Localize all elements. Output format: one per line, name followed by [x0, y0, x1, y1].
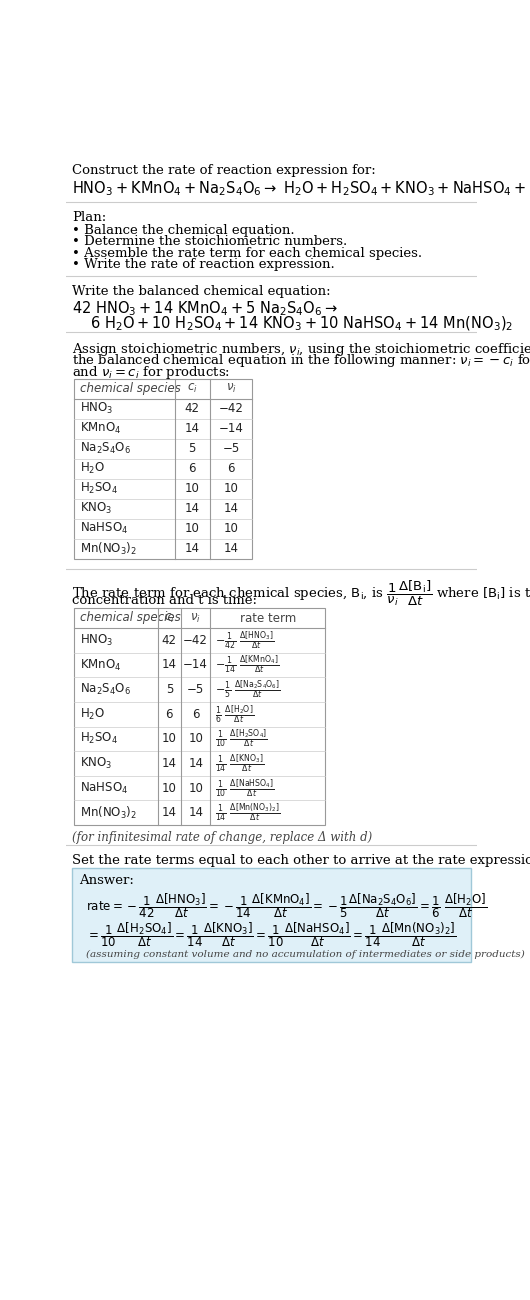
Text: 10: 10	[185, 482, 200, 495]
Text: chemical species: chemical species	[80, 611, 181, 624]
Bar	[74, 608, 325, 826]
Text: 42: 42	[162, 634, 177, 647]
Text: 14: 14	[184, 542, 200, 555]
Text: $\nu_i$: $\nu_i$	[190, 611, 201, 624]
Text: $\frac{1}{10}\ \frac{\Delta[\mathrm{NaHSO_4}]}{\Delta t}$: $\frac{1}{10}\ \frac{\Delta[\mathrm{NaHS…	[215, 776, 275, 800]
Text: 10: 10	[188, 781, 203, 794]
Text: Plan:: Plan:	[73, 212, 107, 225]
Text: $\mathrm{Mn(NO_3)_2}$: $\mathrm{Mn(NO_3)_2}$	[80, 805, 137, 820]
Text: $\nu_i$: $\nu_i$	[226, 382, 236, 395]
Text: $c_i$: $c_i$	[164, 611, 175, 624]
Text: $\mathrm{H_2SO_4}$: $\mathrm{H_2SO_4}$	[80, 732, 118, 746]
Text: 6: 6	[165, 707, 173, 720]
Text: • Determine the stoichiometric numbers.: • Determine the stoichiometric numbers.	[73, 235, 348, 248]
Text: $\mathrm{NaHSO_4}$: $\mathrm{NaHSO_4}$	[80, 780, 129, 796]
Text: 10: 10	[224, 482, 238, 495]
Text: the balanced chemical equation in the following manner: $\nu_i = -c_i$ for react: the balanced chemical equation in the fo…	[73, 352, 530, 369]
Text: 6: 6	[192, 707, 199, 720]
Text: 10: 10	[162, 732, 177, 745]
Bar	[73, 868, 471, 962]
Text: $\mathrm{Na_2S_4O_6}$: $\mathrm{Na_2S_4O_6}$	[80, 682, 131, 697]
Text: $-\frac{1}{5}\ \frac{\Delta[\mathrm{Na_2S_4O_6}]}{\Delta t}$: $-\frac{1}{5}\ \frac{\Delta[\mathrm{Na_2…	[215, 679, 281, 701]
Text: −5: −5	[222, 442, 240, 455]
Text: Write the balanced chemical equation:: Write the balanced chemical equation:	[73, 286, 331, 299]
Text: −5: −5	[187, 682, 204, 696]
Text: −14: −14	[183, 659, 208, 672]
Text: −14: −14	[218, 422, 243, 436]
Text: 14: 14	[188, 757, 203, 770]
Text: −42: −42	[218, 402, 243, 415]
Text: 14: 14	[162, 659, 177, 672]
Text: $\mathrm{NaHSO_4}$: $\mathrm{NaHSO_4}$	[80, 521, 129, 536]
Text: $\mathrm{Mn(NO_3)_2}$: $\mathrm{Mn(NO_3)_2}$	[80, 541, 137, 556]
Text: concentration and t is time:: concentration and t is time:	[73, 594, 258, 607]
Text: Set the rate terms equal to each other to arrive at the rate expression:: Set the rate terms equal to each other t…	[73, 854, 530, 867]
Text: 5: 5	[189, 442, 196, 455]
Text: $\mathrm{HNO_3}$: $\mathrm{HNO_3}$	[80, 633, 114, 647]
Text: 14: 14	[184, 502, 200, 515]
Text: $\frac{1}{6}\ \frac{\Delta[\mathrm{H_2O}]}{\Delta t}$: $\frac{1}{6}\ \frac{\Delta[\mathrm{H_2O}…	[215, 703, 254, 725]
Text: chemical species: chemical species	[80, 382, 181, 395]
Text: $-\frac{1}{14}\ \frac{\Delta[\mathrm{KMnO_4}]}{\Delta t}$: $-\frac{1}{14}\ \frac{\Delta[\mathrm{KMn…	[215, 654, 279, 676]
Text: $= \dfrac{1}{10}\dfrac{\Delta[\mathrm{H_2SO_4}]}{\Delta t}= \dfrac{1}{14}\dfrac{: $= \dfrac{1}{10}\dfrac{\Delta[\mathrm{H_…	[86, 920, 457, 949]
Text: 14: 14	[188, 806, 203, 819]
Text: $\mathrm{H_2O}$: $\mathrm{H_2O}$	[80, 707, 105, 722]
Text: • Balance the chemical equation.: • Balance the chemical equation.	[73, 224, 295, 237]
Text: and $\nu_i = c_i$ for products:: and $\nu_i = c_i$ for products:	[73, 364, 231, 381]
Text: $\mathrm{KNO_3}$: $\mathrm{KNO_3}$	[80, 757, 112, 771]
Text: 10: 10	[224, 523, 238, 536]
Text: $\mathrm{H_2O}$: $\mathrm{H_2O}$	[80, 462, 105, 476]
Text: • Assemble the rate term for each chemical species.: • Assemble the rate term for each chemic…	[73, 247, 422, 260]
Text: • Write the rate of reaction expression.: • Write the rate of reaction expression.	[73, 259, 335, 272]
Text: $-\frac{1}{42}\ \frac{\Delta[\mathrm{HNO_3}]}{\Delta t}$: $-\frac{1}{42}\ \frac{\Delta[\mathrm{HNO…	[215, 629, 274, 651]
Text: $\mathrm{KMnO_4}$: $\mathrm{KMnO_4}$	[80, 658, 121, 672]
Text: $\frac{1}{14}\ \frac{\Delta[\mathrm{Mn(NO_3)_2}]}{\Delta t}$: $\frac{1}{14}\ \frac{\Delta[\mathrm{Mn(N…	[215, 801, 280, 824]
Text: 10: 10	[162, 781, 177, 794]
Text: The rate term for each chemical species, $\mathrm{B_i}$, is $\dfrac{1}{\nu_i}\df: The rate term for each chemical species,…	[73, 578, 530, 608]
Text: $\mathrm{KNO_3}$: $\mathrm{KNO_3}$	[80, 500, 112, 516]
Text: $\frac{1}{14}\ \frac{\Delta[\mathrm{KNO_3}]}{\Delta t}$: $\frac{1}{14}\ \frac{\Delta[\mathrm{KNO_…	[215, 753, 264, 775]
Text: 14: 14	[162, 757, 177, 770]
Text: 5: 5	[166, 682, 173, 696]
Text: Construct the rate of reaction expression for:: Construct the rate of reaction expressio…	[73, 164, 376, 177]
Text: $\mathrm{HNO_3}$: $\mathrm{HNO_3}$	[80, 400, 114, 416]
Text: $\mathrm{HNO_3 + KMnO_4 + Na_2S_4O_6 \rightarrow\ H_2O + H_2SO_4 + KNO_3 + NaHSO: $\mathrm{HNO_3 + KMnO_4 + Na_2S_4O_6 \ri…	[73, 179, 530, 198]
Text: 14: 14	[184, 422, 200, 436]
Text: 14: 14	[224, 542, 238, 555]
Text: 42: 42	[184, 402, 200, 415]
Bar	[74, 378, 252, 559]
Text: Answer:: Answer:	[78, 875, 134, 888]
Text: 6: 6	[189, 462, 196, 474]
Text: 14: 14	[224, 502, 238, 515]
Text: (assuming constant volume and no accumulation of intermediates or side products): (assuming constant volume and no accumul…	[86, 950, 525, 959]
Text: $\mathrm{42\ HNO_3 + 14\ KMnO_4 + 5\ Na_2S_4O_6 \rightarrow}$: $\mathrm{42\ HNO_3 + 14\ KMnO_4 + 5\ Na_…	[73, 299, 338, 318]
Text: 14: 14	[162, 806, 177, 819]
Text: $\mathrm{Na_2S_4O_6}$: $\mathrm{Na_2S_4O_6}$	[80, 441, 131, 456]
Text: 6: 6	[227, 462, 235, 474]
Text: rate term: rate term	[240, 611, 296, 624]
Text: $\mathrm{rate} = -\dfrac{1}{42}\dfrac{\Delta[\mathrm{HNO_3}]}{\Delta t}= -\dfrac: $\mathrm{rate} = -\dfrac{1}{42}\dfrac{\D…	[86, 892, 488, 920]
Text: $\mathrm{H_2SO_4}$: $\mathrm{H_2SO_4}$	[80, 481, 118, 497]
Text: −42: −42	[183, 634, 208, 647]
Text: $c_i$: $c_i$	[187, 382, 198, 395]
Text: Assign stoichiometric numbers, $\nu_i$, using the stoichiometric coefficients, $: Assign stoichiometric numbers, $\nu_i$, …	[73, 341, 530, 358]
Text: (for infinitesimal rate of change, replace Δ with d): (for infinitesimal rate of change, repla…	[73, 831, 373, 844]
Text: 10: 10	[188, 732, 203, 745]
Text: $\frac{1}{10}\ \frac{\Delta[\mathrm{H_2SO_4}]}{\Delta t}$: $\frac{1}{10}\ \frac{\Delta[\mathrm{H_2S…	[215, 728, 268, 750]
Text: 10: 10	[185, 523, 200, 536]
Text: $\mathrm{KMnO_4}$: $\mathrm{KMnO_4}$	[80, 421, 121, 436]
Text: $\mathrm{6\ H_2O + 10\ H_2SO_4 + 14\ KNO_3 + 10\ NaHSO_4 + 14\ Mn(NO_3)_2}$: $\mathrm{6\ H_2O + 10\ H_2SO_4 + 14\ KNO…	[90, 315, 513, 333]
